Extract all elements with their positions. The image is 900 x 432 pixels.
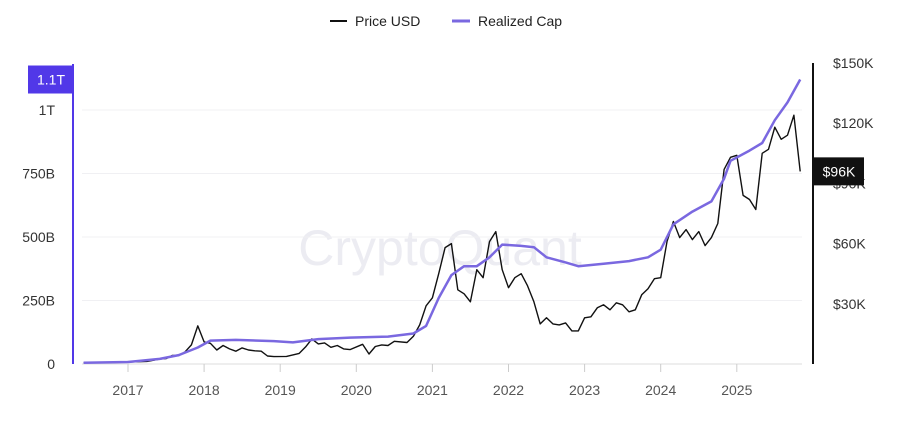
current-value-badge-right <box>814 157 864 186</box>
x-tick-label: 2019 <box>265 382 296 398</box>
right-tick-label: $150K <box>833 55 874 71</box>
x-tick-label: 2023 <box>569 382 600 398</box>
x-tick-label: 2022 <box>493 382 524 398</box>
x-tick-label: 2017 <box>112 382 143 398</box>
x-tick-label: 2024 <box>645 382 676 398</box>
right-axis: $30K$60K$90K$120K$150K$96K <box>812 55 874 364</box>
x-tick-label: 2020 <box>341 382 372 398</box>
left-axis: 0 250B 500B 750B 1T 1.1T <box>22 64 74 372</box>
right-tick-label: $120K <box>833 115 874 131</box>
right-tick-label: $60K <box>833 236 866 252</box>
price-usd-line <box>83 114 801 364</box>
left-tick-label: 500B <box>22 229 55 245</box>
legend-label-price[interactable]: Price USD <box>355 13 420 29</box>
left-tick-label: 250B <box>22 292 55 308</box>
x-axis: 2017 2018 2019 2020 2021 2022 2023 2024 2025 <box>82 363 802 398</box>
legend-label-realized-cap[interactable]: Realized Cap <box>478 13 562 29</box>
x-tick-label: 2018 <box>189 382 220 398</box>
current-value-badge-left <box>28 65 74 94</box>
gridlines <box>82 109 802 301</box>
series-lines <box>83 78 802 364</box>
current-value-left: 1.1T <box>37 72 65 88</box>
x-tick-label: 2021 <box>417 382 448 398</box>
left-tick-label: 1T <box>39 102 56 118</box>
x-tick-label: 2025 <box>721 382 752 398</box>
legend: Price USD Realized Cap <box>330 13 562 29</box>
right-tick-label: $30K <box>833 296 866 312</box>
current-value-right: $96K <box>823 163 856 179</box>
left-tick-label: 0 <box>47 356 55 372</box>
left-tick-label: 750B <box>22 165 55 181</box>
realized-cap-line <box>83 78 802 364</box>
